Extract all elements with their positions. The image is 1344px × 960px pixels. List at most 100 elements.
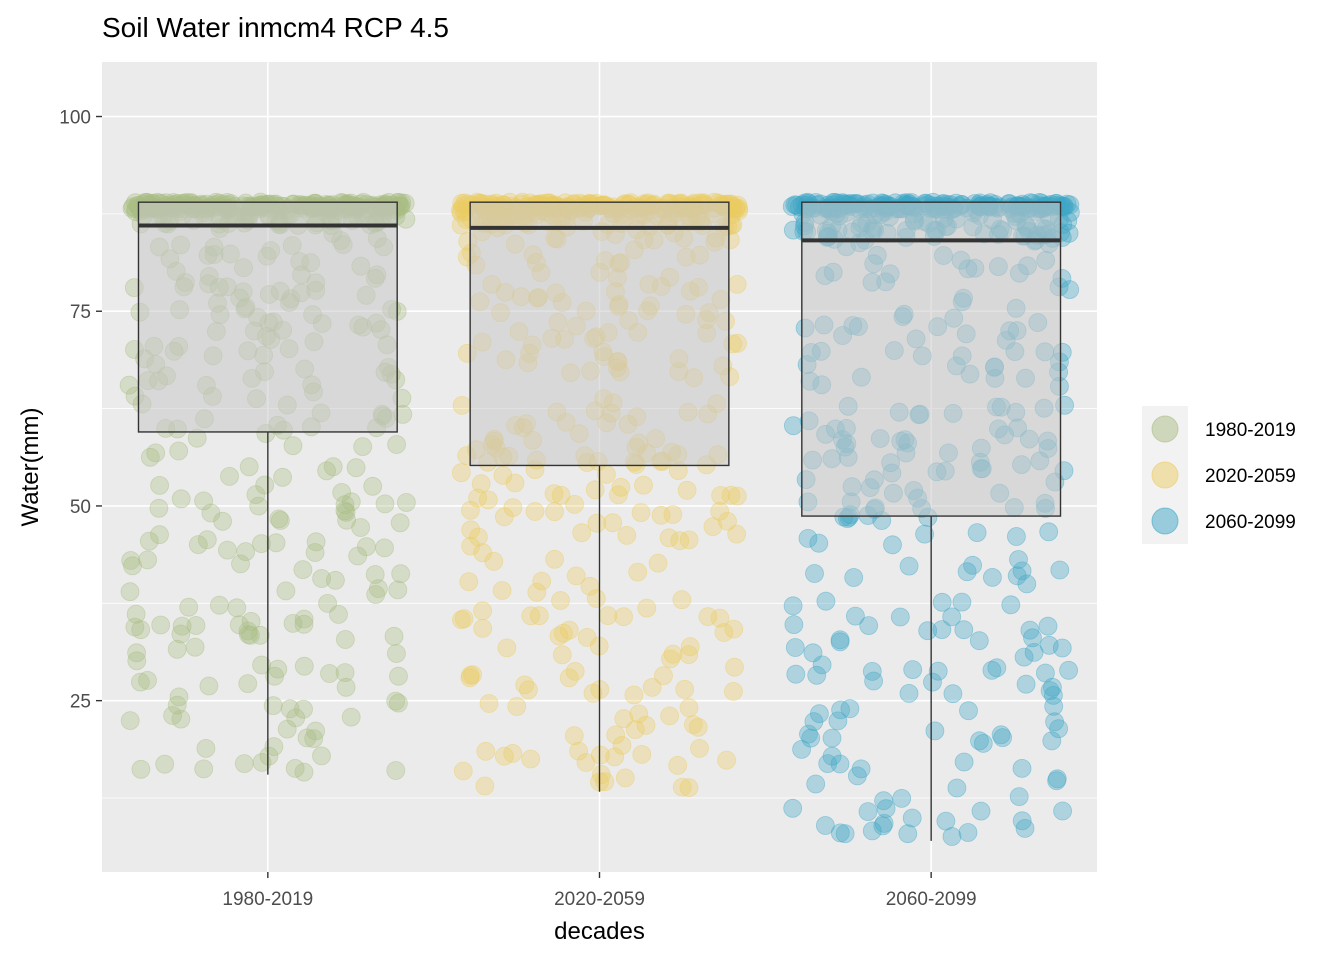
data-point — [864, 671, 883, 691]
data-point — [388, 693, 408, 713]
data-point — [549, 626, 569, 646]
data-point — [169, 441, 189, 461]
data-point — [892, 789, 912, 808]
data-point — [637, 598, 657, 618]
data-point — [171, 709, 191, 729]
data-point — [812, 655, 832, 675]
data-point — [915, 524, 934, 544]
data-point — [375, 538, 394, 558]
data-point — [717, 750, 736, 770]
data-point — [155, 754, 175, 774]
data-point — [201, 503, 221, 523]
data-point — [494, 746, 514, 766]
data-point — [810, 704, 829, 724]
data-point — [822, 746, 842, 766]
data-point — [1020, 620, 1040, 640]
data-point — [227, 598, 247, 618]
data-point — [663, 644, 683, 664]
data-point — [252, 753, 272, 772]
data-point — [386, 644, 406, 663]
data-point — [783, 798, 803, 818]
data-point — [386, 761, 406, 780]
x-tick-label: 1980-2019 — [222, 889, 313, 910]
data-point — [928, 661, 948, 681]
data-point — [727, 274, 747, 294]
data-point — [727, 524, 747, 544]
data-point — [1014, 647, 1034, 667]
data-point — [459, 572, 479, 592]
data-point — [1012, 759, 1032, 778]
data-point — [876, 799, 896, 818]
data-point — [822, 728, 842, 748]
data-point — [475, 776, 495, 796]
legend-label: 2020-2059 — [1205, 466, 1296, 487]
data-point — [858, 802, 878, 821]
data-point — [932, 592, 952, 612]
x-tick-label: 2060-2099 — [886, 889, 977, 910]
data-point — [451, 463, 471, 483]
data-point — [1047, 769, 1067, 789]
data-point — [276, 581, 296, 601]
data-point — [375, 494, 395, 514]
data-point — [126, 604, 146, 624]
data-point — [171, 489, 191, 509]
data-point — [1044, 696, 1064, 716]
data-point — [611, 477, 631, 497]
data-point — [551, 485, 571, 505]
data-point — [923, 672, 942, 692]
data-point — [1044, 686, 1063, 705]
data-point — [729, 201, 749, 221]
data-point — [617, 526, 637, 545]
data-point — [564, 726, 584, 746]
data-point — [925, 721, 945, 741]
data-point — [473, 619, 493, 638]
data-point — [970, 731, 989, 751]
data-point — [862, 821, 882, 841]
data-point — [587, 513, 607, 533]
data-point — [1001, 595, 1021, 615]
data-point — [390, 513, 410, 533]
data-point — [213, 511, 233, 531]
data-point — [473, 543, 493, 563]
data-point — [586, 589, 606, 608]
data-point — [967, 523, 987, 542]
data-point — [478, 490, 498, 510]
data-point — [236, 542, 256, 561]
data-point — [519, 680, 538, 700]
data-point — [848, 766, 867, 786]
data-point — [959, 701, 978, 721]
data-point — [629, 704, 649, 724]
data-point — [624, 685, 644, 705]
data-point — [252, 655, 272, 675]
data-point — [680, 637, 700, 657]
data-point — [507, 697, 527, 716]
data-point — [452, 395, 472, 415]
data-point — [710, 501, 730, 521]
data-point — [784, 416, 803, 436]
data-point — [1045, 712, 1064, 732]
data-point — [234, 754, 254, 773]
data-point — [816, 816, 835, 835]
data-point — [503, 498, 523, 518]
data-point — [545, 549, 564, 569]
data-point — [335, 495, 355, 515]
data-point — [591, 765, 611, 784]
data-point — [341, 492, 361, 512]
data-point — [391, 564, 411, 584]
data-point — [479, 694, 499, 713]
data-point — [368, 579, 388, 598]
data-point — [969, 631, 989, 651]
data-point — [366, 585, 386, 604]
data-point — [127, 643, 147, 663]
data-point — [614, 709, 634, 729]
data-point — [387, 435, 407, 454]
data-point — [220, 466, 239, 486]
data-point — [1060, 280, 1080, 300]
data-point — [1043, 677, 1062, 697]
data-point — [197, 530, 217, 550]
boxplot-2020-2059 — [469, 201, 730, 792]
data-point — [1023, 628, 1042, 648]
box — [137, 201, 398, 433]
data-point — [954, 752, 974, 772]
data-point — [283, 436, 303, 456]
